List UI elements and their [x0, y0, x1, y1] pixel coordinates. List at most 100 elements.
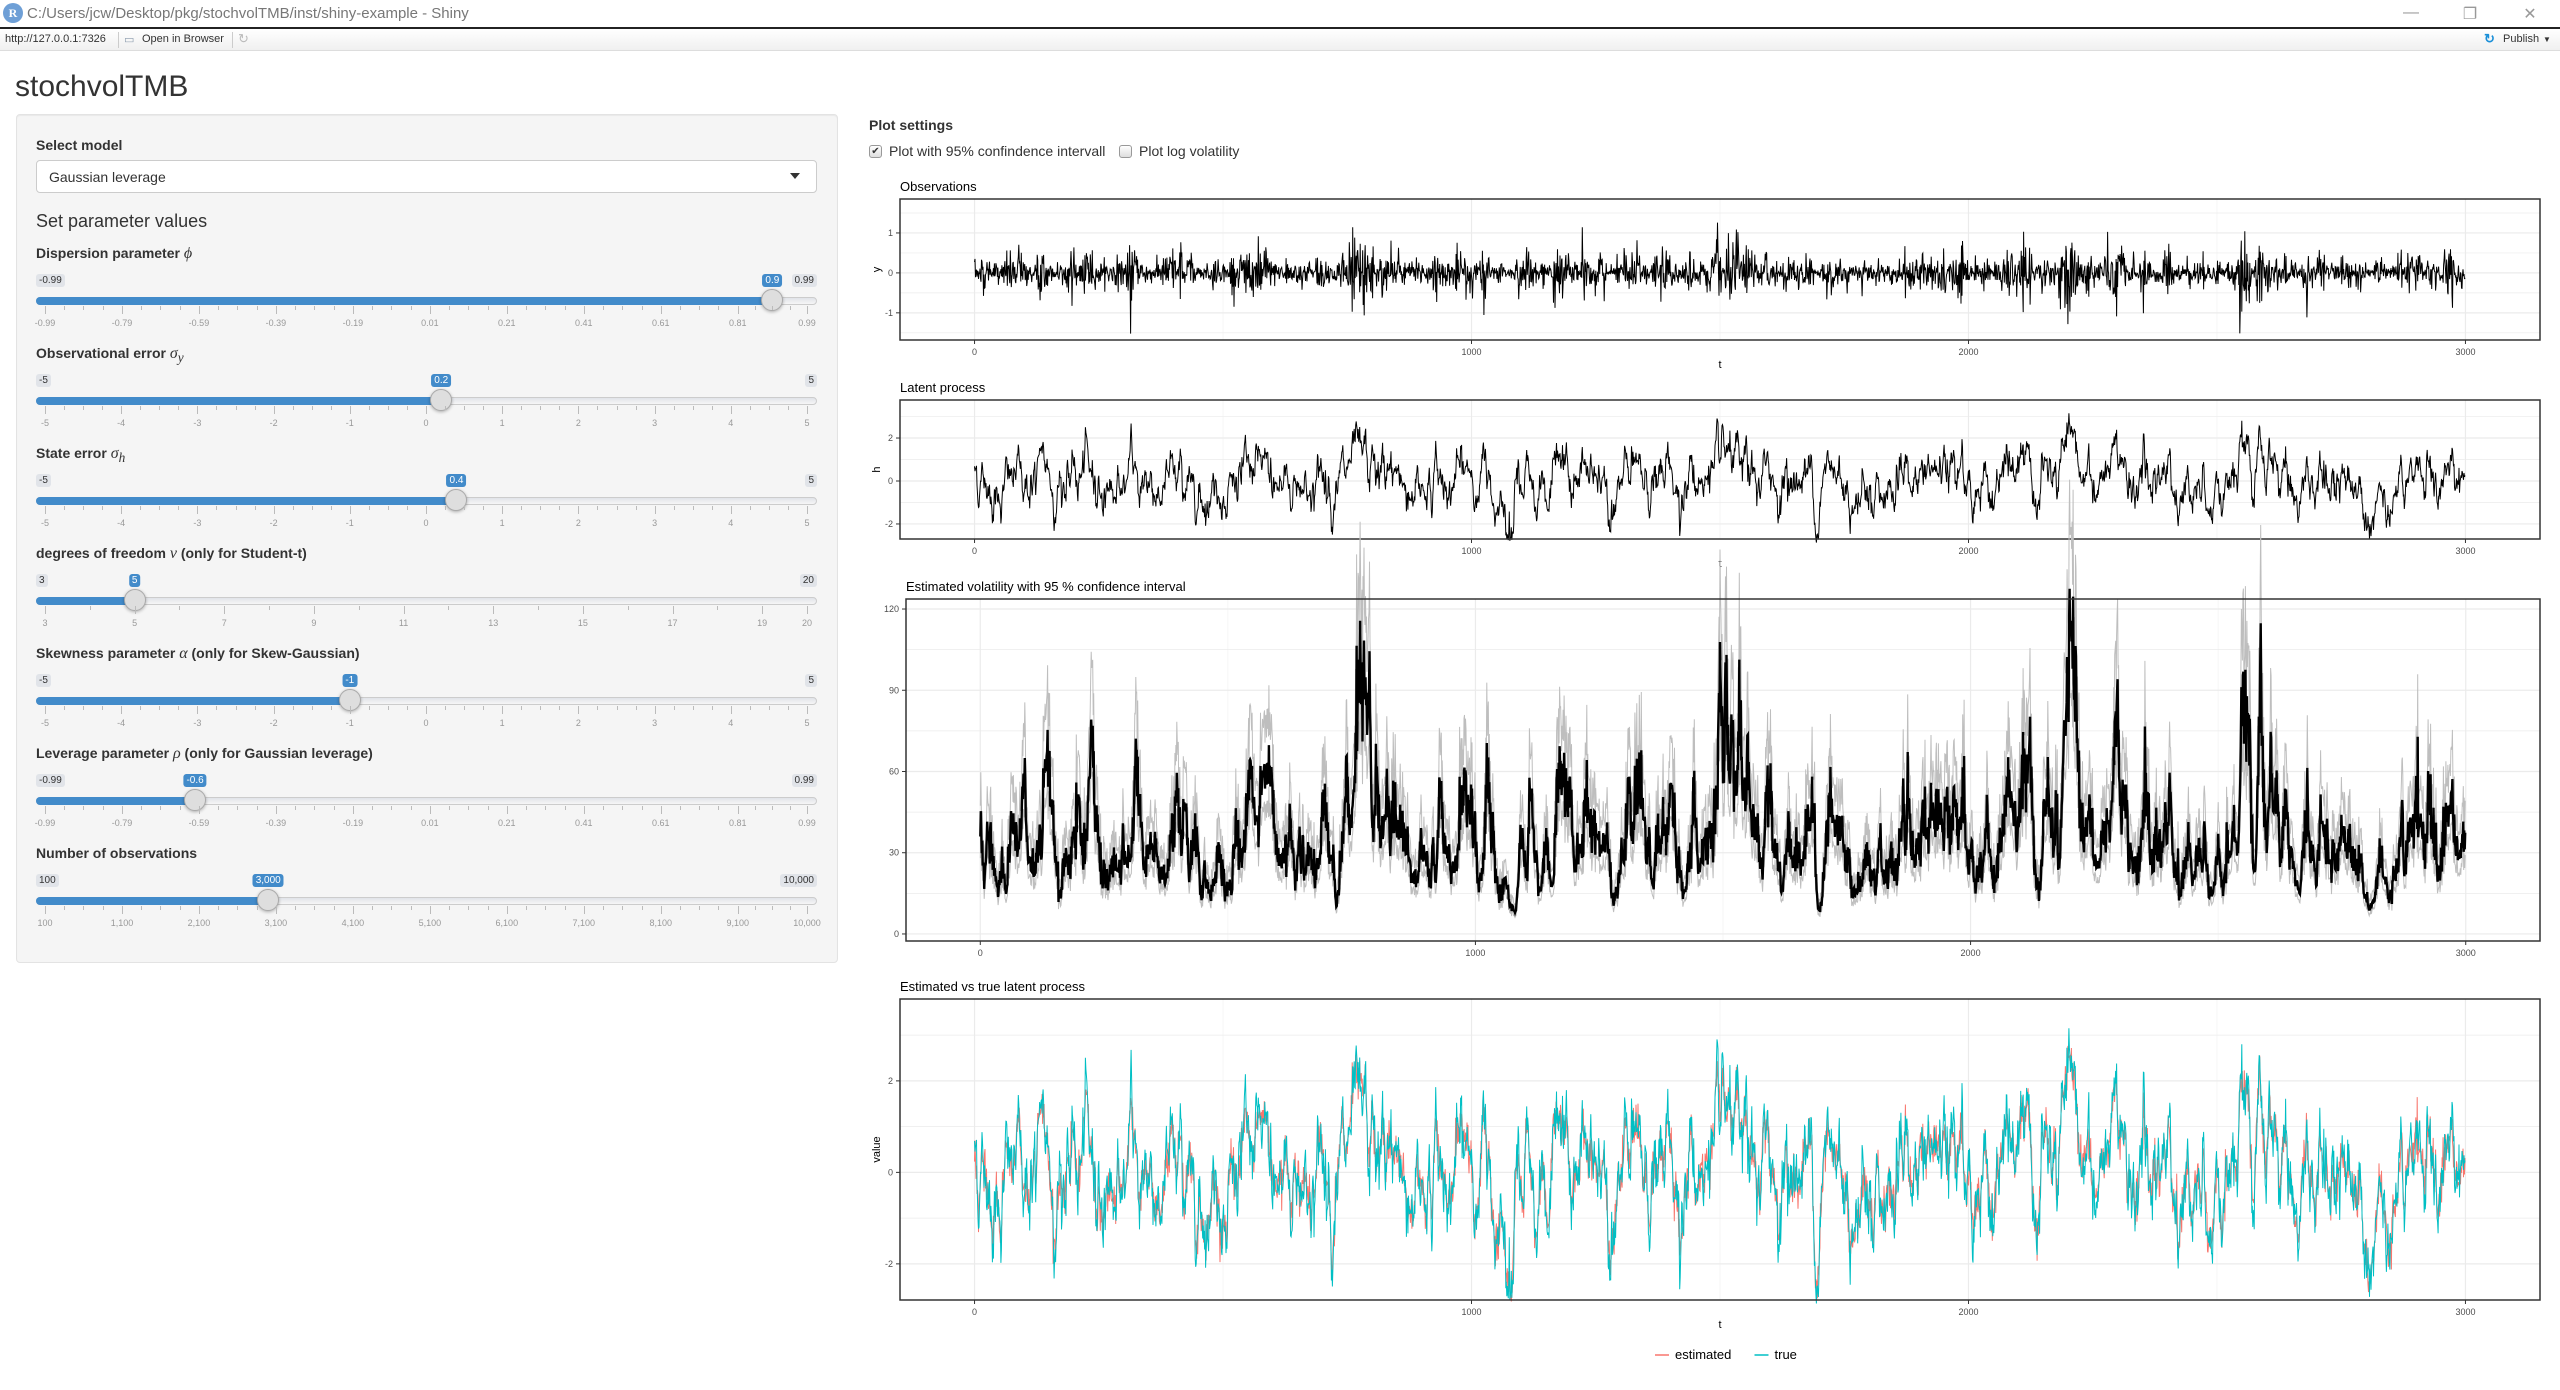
- slider-minor-tick: [616, 406, 618, 410]
- slider-max-label: 0.99: [791, 274, 817, 287]
- slider-handle[interactable]: [184, 789, 207, 811]
- math-subscript: h: [118, 450, 126, 466]
- y-tick-label: 0: [894, 929, 899, 939]
- slider-minor-tick: [406, 706, 408, 710]
- slider-major-tick: [121, 406, 123, 414]
- slider-major-tick: [45, 306, 46, 314]
- slider-major-tick: [654, 506, 656, 514]
- chevron-down-icon[interactable]: ▼: [2543, 35, 2551, 44]
- slider-minor-tick: [487, 306, 489, 310]
- log-volatility-checkbox[interactable]: Plot log volatility: [1119, 143, 1239, 159]
- y-tick-label: 120: [884, 604, 899, 614]
- slider-minor-tick: [641, 906, 643, 910]
- slider-major-tick: [45, 806, 46, 814]
- ci-checkbox[interactable]: ✔ Plot with 95% confindence intervall: [869, 143, 1105, 159]
- slider-fill: [36, 697, 350, 705]
- slider-minor-tick: [216, 506, 218, 510]
- slider-minor-tick: [692, 706, 694, 710]
- log-volatility-checkbox-label: Plot log volatility: [1139, 143, 1240, 159]
- slider-tick-label: -1: [345, 718, 354, 728]
- slider-minor-tick: [464, 406, 466, 410]
- slider-tick-label: 0: [423, 718, 429, 728]
- open-in-browser-button[interactable]: Open in Browser: [142, 33, 224, 45]
- slider-major-tick: [273, 506, 275, 514]
- slider-tick-label: 9: [311, 618, 317, 628]
- slider-label-text: Number of observations: [36, 845, 198, 861]
- slider-tick-label: 5: [804, 718, 810, 728]
- checkbox-checked-icon[interactable]: ✔: [869, 144, 882, 158]
- panel-border: [905, 598, 2541, 942]
- publish-button[interactable]: Publish: [2503, 33, 2540, 45]
- slider-handle[interactable]: [430, 389, 453, 411]
- slider-label-text: Skewness parameter: [36, 645, 180, 661]
- slider-minor-tick: [330, 706, 332, 710]
- slider-minor-tick: [235, 706, 237, 710]
- slider-major-tick: [506, 306, 508, 314]
- slider-1[interactable]: -5 5 0.2 -5 -4 -3 -2 -1 0 1 2 3 4 5: [36, 374, 817, 457]
- slider-major-tick: [660, 306, 662, 314]
- slider-handle[interactable]: [445, 489, 468, 511]
- slider-2[interactable]: -5 5 0.4 -5 -4 -3 -2 -1 0 1 2 3 4 5: [36, 474, 817, 557]
- slider-minor-tick: [406, 406, 408, 410]
- slider-minor-tick: [755, 806, 757, 810]
- slider-major-tick: [654, 706, 656, 714]
- slider-tick-label: 100: [37, 918, 53, 928]
- slider-minor-tick: [311, 506, 313, 510]
- slider-minor-tick: [178, 706, 180, 710]
- x-axis-label: t: [1718, 359, 1721, 371]
- slider-6[interactable]: 100 10,000 3,000 100 1,100 2,100 3,100 4,100 5,1…: [36, 874, 821, 957]
- slider-major-tick: [654, 406, 656, 414]
- slider-tick-label: 9,100: [726, 918, 749, 928]
- slider-minor-tick: [597, 406, 599, 410]
- refresh-icon[interactable]: ↻: [238, 31, 249, 46]
- slider-minor-tick: [540, 706, 542, 710]
- slider-tick-label: 7: [221, 618, 227, 628]
- slider-minor-tick: [487, 806, 489, 810]
- slider-5[interactable]: -0.99 0.99 -0.6 -0.99 -0.79 -0.59 -0.39 -0.19 0.…: [35, 774, 817, 857]
- slider-minor-tick: [483, 406, 485, 410]
- slider-major-tick: [429, 306, 431, 314]
- slider-max-label: 5: [805, 474, 817, 487]
- plot-settings-heading: Plot settings: [869, 117, 954, 133]
- x-tick-label: 0: [972, 1307, 977, 1317]
- slider-minor-tick: [603, 906, 605, 910]
- slider-minor-tick: [179, 306, 181, 310]
- model-select[interactable]: Gaussian leverage: [36, 160, 817, 193]
- math-subscript: y: [177, 350, 184, 366]
- slider-major-tick: [403, 606, 405, 614]
- panel-border: [899, 399, 2541, 540]
- slider-3[interactable]: 3 20 5 3 5 7 9 11 13 15 17 19 20: [36, 574, 817, 657]
- slider-minor-tick: [449, 306, 451, 310]
- slider-major-tick: [660, 806, 662, 814]
- x-tick-label: 2000: [1958, 1307, 1978, 1317]
- slider-minor-tick: [545, 806, 547, 810]
- y-tick-label: 2: [888, 1076, 893, 1086]
- slider-tick-label: -0.59: [188, 818, 210, 828]
- slider-tick-label: 7,100: [572, 918, 596, 928]
- slider-major-tick: [352, 806, 354, 814]
- slider-4[interactable]: -5 5 -1 -5 -4 -3 -2 -1 0 1 2 3 4 5: [36, 674, 817, 757]
- slider-major-tick: [224, 606, 226, 614]
- slider-major-tick: [352, 906, 354, 914]
- slider-minor-tick: [603, 806, 605, 810]
- slider-minor-tick: [718, 806, 720, 810]
- slider-minor-tick: [83, 906, 85, 910]
- checkbox-unchecked-icon[interactable]: [1119, 144, 1132, 158]
- slider-major-tick: [582, 606, 584, 614]
- slider-0[interactable]: -0.99 0.99 0.9 -0.99 -0.79 -0.59 -0.39 -0.19 0.0…: [35, 274, 817, 357]
- slider-handle[interactable]: [761, 289, 784, 311]
- slider-minor-tick: [449, 806, 451, 810]
- x-tick-label: 3000: [2455, 1307, 2475, 1317]
- slider-tick-label: 3: [652, 718, 658, 728]
- minimize-icon[interactable]: —: [2403, 4, 2419, 21]
- slider-max-label: 20: [799, 574, 817, 587]
- slider-track[interactable]: [36, 597, 817, 605]
- slider-minor-tick: [372, 306, 374, 310]
- slider-minor-tick: [333, 906, 335, 910]
- slider-major-tick: [807, 906, 808, 914]
- close-icon[interactable]: ✕: [2523, 6, 2537, 23]
- slider-handle[interactable]: [257, 889, 280, 911]
- restore-icon[interactable]: ❐: [2462, 6, 2478, 23]
- slider-minor-tick: [102, 806, 104, 810]
- slider-major-tick: [737, 906, 739, 914]
